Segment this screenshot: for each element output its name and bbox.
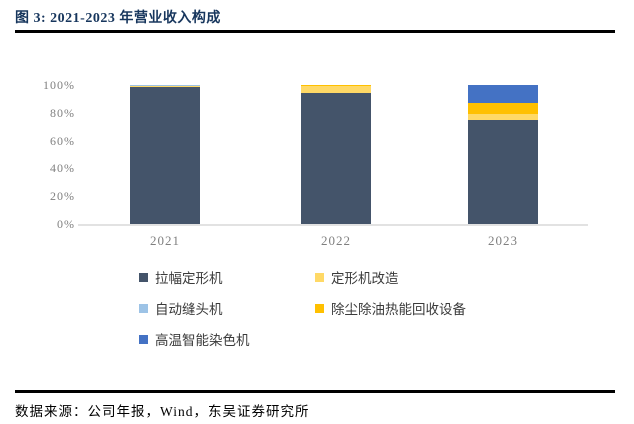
bar-2021 [130,85,200,224]
x-axis-label: 2023 [488,233,518,248]
y-tick-label: 80% [50,105,75,120]
legend-swatch [139,334,148,344]
legend-label: 除尘除油热能回收设备 [331,302,466,317]
y-tick-label: 0% [57,217,75,231]
bar-segment [130,85,200,86]
figure-title: 图 3: 2021-2023 年营业收入构成 [15,11,221,26]
bar-2023 [468,85,538,224]
bar-segment [468,114,538,120]
legend-item: 除尘除油热能回收设备 [315,298,466,318]
chart-legend: 拉幅定形机 定形机改造自动缝头机 除尘除油热能回收设备高温智能染色机 [139,267,466,349]
bar-2022 [301,85,371,224]
bar-segment [468,119,538,224]
legend-swatch [139,303,148,313]
legend-item: 拉幅定形机 [139,267,315,287]
y-tick-label: 40% [50,161,75,176]
legend-swatch [315,303,324,313]
legend-item: 自动缝头机 [139,298,315,318]
legend-label: 高温智能染色机 [155,333,250,348]
legend-item: 定形机改造 [315,267,466,287]
y-axis: 0% 20% 40% 60% 80% 100% [20,78,75,231]
bar-segment [468,103,538,115]
legend-swatch [139,272,148,282]
y-tick-label: 20% [50,189,75,204]
bar-segment [130,87,200,224]
top-divider [15,30,615,33]
y-tick-label: 60% [50,133,75,148]
bar-segment [301,93,371,224]
legend-item: 高温智能染色机 [139,329,315,349]
legend-label: 自动缝头机 [155,302,223,317]
bar-segment [301,85,371,87]
legend-swatch [315,272,324,282]
plot-area: 2021 2022 2023 [78,85,588,248]
data-source-note: 数据来源：公司年报，Wind，东吴证券研究所 [15,404,310,419]
bar-segment [130,85,200,88]
legend-label: 拉幅定形机 [155,271,223,286]
bottom-divider [15,390,615,393]
bar-segment [468,85,538,104]
x-axis-label: 2022 [321,233,351,248]
legend-label: 定形机改造 [331,271,399,286]
y-tick-label: 100% [43,78,75,92]
bar-segment [301,86,371,94]
stacked-bar-chart: 0% 20% 40% 60% 80% 100% 2021 2022 2023 [20,78,588,248]
x-axis-label: 2021 [150,233,180,248]
